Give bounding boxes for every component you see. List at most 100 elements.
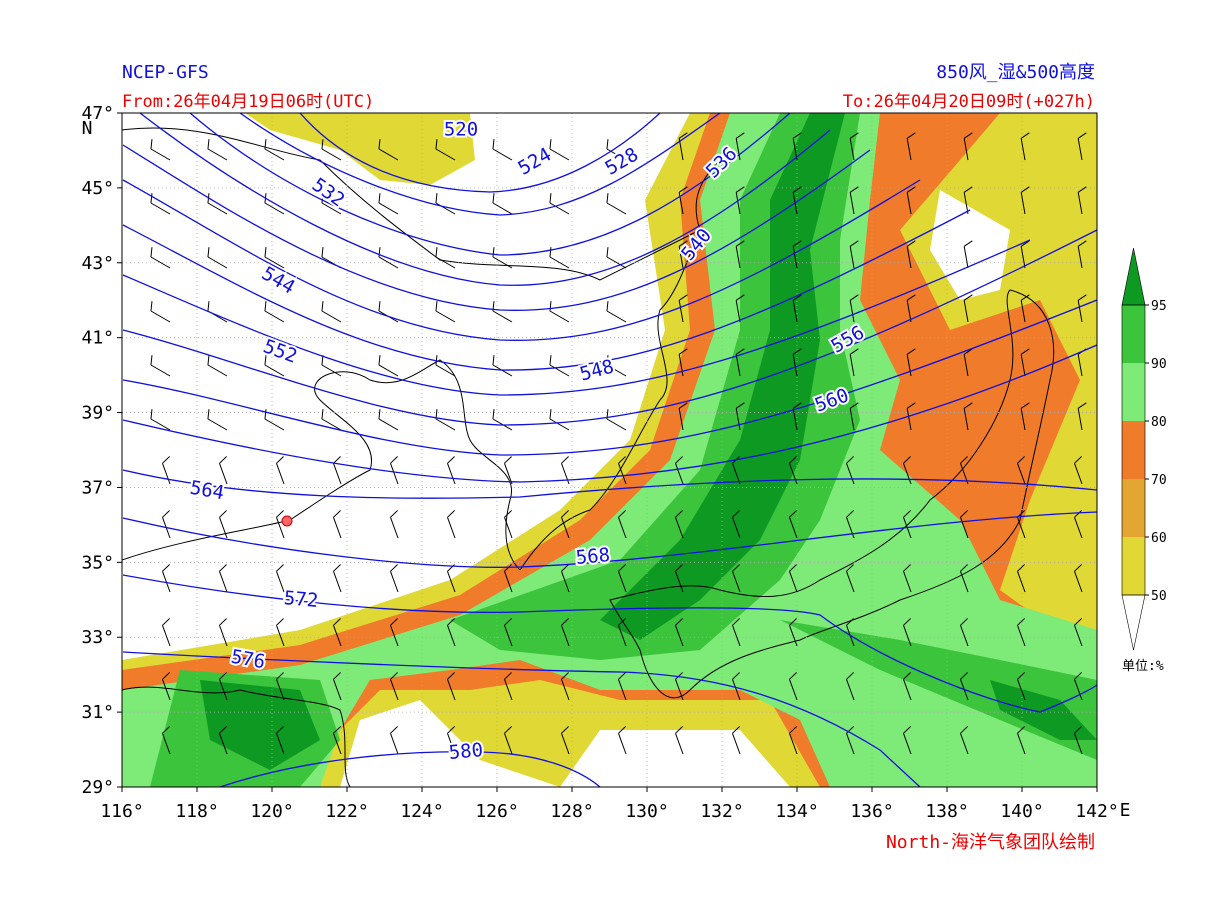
wind-barb [849, 294, 859, 323]
barb-feather [276, 510, 284, 518]
barb-staff [960, 733, 969, 755]
wind-barb [219, 456, 228, 485]
colorbar-tick-label: 80 [1151, 415, 1167, 430]
barb-feather [1017, 672, 1025, 680]
barb-staff [162, 733, 171, 755]
barb-feather [846, 564, 854, 572]
barb-staff [606, 418, 627, 431]
barb-staff [618, 571, 627, 593]
barb-feather [390, 618, 398, 626]
wind-barb [390, 726, 399, 755]
wind-barb [960, 564, 969, 593]
wind-barb [675, 510, 684, 539]
location-marker [281, 515, 293, 527]
wind-barb [906, 294, 916, 323]
barb-feather [264, 409, 267, 420]
barb-feather [618, 456, 626, 464]
barb-staff [735, 354, 741, 377]
barb-staff [792, 138, 798, 161]
wind-barb [333, 726, 342, 755]
barb-feather [162, 456, 170, 464]
lat-tick-label: 41° [81, 328, 114, 349]
barb-feather [792, 294, 802, 301]
barb-staff [846, 679, 855, 701]
barb-feather [1020, 348, 1030, 355]
barb-feather [732, 564, 740, 572]
barb-feather [492, 139, 495, 150]
barb-staff [162, 679, 171, 701]
wind-barb [849, 240, 859, 269]
barb-staff [960, 625, 969, 647]
barb-staff [735, 246, 741, 269]
lat-tick-label: 37° [81, 477, 114, 498]
barb-staff [219, 733, 228, 755]
barb-staff [963, 354, 969, 377]
wind-barb [1077, 402, 1087, 431]
barb-feather [1077, 186, 1087, 193]
barb-feather [849, 240, 859, 247]
barb-feather [792, 402, 802, 409]
lat-tick-label: 47° [81, 103, 114, 124]
wind-barb [321, 139, 342, 161]
barb-feather [1017, 456, 1025, 464]
barb-staff [732, 679, 741, 701]
wind-barb [906, 240, 916, 269]
wind-barb [549, 247, 570, 269]
barb-staff [378, 256, 399, 269]
wind-barb [150, 193, 171, 215]
barb-staff [735, 138, 741, 161]
barb-feather [447, 726, 455, 734]
barb-staff [1020, 246, 1026, 269]
wind-barb [150, 139, 171, 161]
barb-staff [390, 571, 399, 593]
barb-feather [1020, 186, 1030, 193]
contour [122, 229, 1097, 426]
wind-barb [276, 456, 285, 485]
barb-feather [492, 193, 495, 204]
contour [122, 511, 1097, 568]
wind-barb [732, 726, 741, 755]
wind-barb [849, 402, 859, 431]
barb-staff [219, 463, 228, 485]
wind-barb [492, 139, 513, 161]
barb-feather [678, 186, 688, 193]
wind-barb [792, 402, 802, 431]
barb-feather [150, 409, 153, 420]
contour [122, 179, 921, 341]
wind-barb [162, 726, 171, 755]
wind-barb [561, 564, 570, 593]
barb-feather [378, 193, 381, 204]
barb-feather [1074, 618, 1082, 626]
barb-staff [276, 517, 285, 539]
contour [122, 299, 1097, 456]
barb-staff [675, 463, 684, 485]
wind-barb [618, 510, 627, 539]
lon-tick-label: 140° [1000, 801, 1043, 822]
barb-feather [735, 348, 745, 355]
barb-staff [606, 202, 627, 215]
barb-feather [207, 355, 210, 366]
wind-barb [390, 672, 399, 701]
wind-barb [264, 139, 285, 161]
lon-tick-label: 120° [250, 801, 293, 822]
barb-feather [207, 139, 210, 150]
wind-barb [447, 726, 456, 755]
barb-staff [963, 192, 969, 215]
wind-barb [219, 618, 228, 647]
barb-feather [678, 240, 688, 247]
barb-staff [1077, 192, 1083, 215]
barb-staff [333, 517, 342, 539]
wind-barb [264, 301, 285, 323]
barb-staff [903, 679, 912, 701]
barb-feather [549, 409, 552, 420]
barb-feather [675, 510, 683, 518]
wind-barb [903, 456, 912, 485]
barb-staff [1074, 679, 1083, 701]
colorbar-segment [1122, 421, 1145, 479]
lat-tick-label: 39° [81, 403, 114, 424]
barb-feather [207, 301, 210, 312]
barb-staff [678, 246, 684, 269]
barb-staff [276, 571, 285, 593]
barb-feather [321, 247, 324, 258]
wind-barb [846, 456, 855, 485]
